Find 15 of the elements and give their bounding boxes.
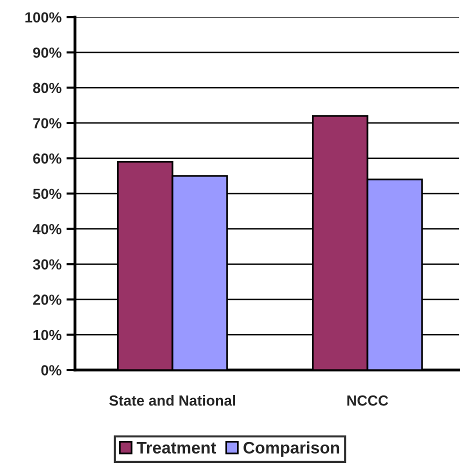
y-tick-label: 80% [33,82,62,94]
y-tick-label: 90% [33,47,62,58]
y-tick-label: 40% [32,224,62,234]
y-tick-label: 30% [32,259,62,270]
x-tick-label: NCCC [347,395,388,406]
legend-label: Comparison [244,441,340,457]
y-tick-label: 60% [33,153,62,164]
y-tick-label: 0% [41,365,62,376]
y-tick-label: 20% [33,294,62,305]
x-tick-label: State and National [109,395,236,406]
y-tick-label: 50% [33,188,62,199]
legend-label: Treatment [136,442,216,454]
y-tick-label: 70% [33,118,62,128]
y-tick-label: 10% [34,330,62,340]
y-tick-label: 100% [25,12,62,23]
